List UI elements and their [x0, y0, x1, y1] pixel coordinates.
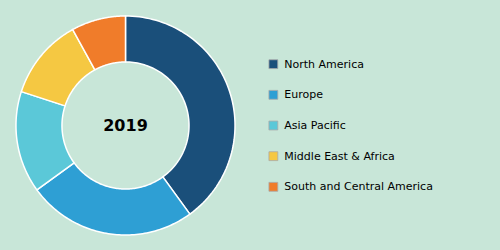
svg-text:2019: 2019	[103, 116, 148, 135]
svg-text:Europe: Europe	[284, 88, 323, 101]
svg-text:Asia Pacific: Asia Pacific	[284, 119, 346, 132]
svg-text:Middle East & Africa: Middle East & Africa	[284, 150, 395, 163]
svg-text:North America: North America	[284, 58, 364, 71]
svg-text:South and Central America: South and Central America	[284, 180, 433, 193]
